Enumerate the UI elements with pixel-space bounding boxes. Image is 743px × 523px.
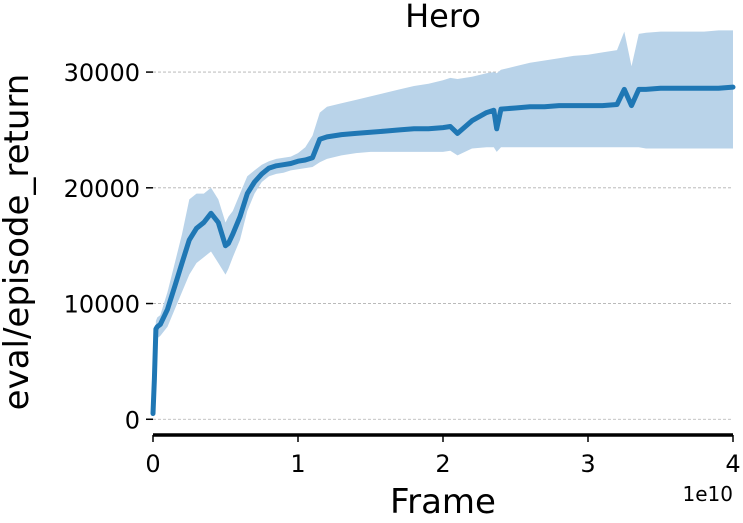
x-tick-label: 3 (580, 450, 595, 478)
x-axis-label: Frame (390, 482, 496, 522)
x-ticks: 0 1 2 3 4 (145, 435, 741, 478)
y-tick-label: 30000 (64, 59, 140, 87)
x-tick-label: 0 (145, 450, 160, 478)
x-tick-label: 4 (725, 450, 740, 478)
mean-line (150, 84, 736, 416)
confidence-band (153, 30, 733, 420)
y-tick-label: 10000 (64, 291, 140, 319)
x-tick-label: 2 (435, 450, 450, 478)
chart-title: Hero (405, 0, 481, 35)
y-tick-label: 0 (125, 406, 140, 434)
x-axis-offset-text: 1e10 (683, 482, 733, 506)
y-axis-label: eval/episode_return (0, 74, 37, 411)
x-tick-label: 1 (290, 450, 305, 478)
y-ticks: 0 10000 20000 30000 (64, 59, 153, 434)
y-tick-label: 20000 (64, 175, 140, 203)
